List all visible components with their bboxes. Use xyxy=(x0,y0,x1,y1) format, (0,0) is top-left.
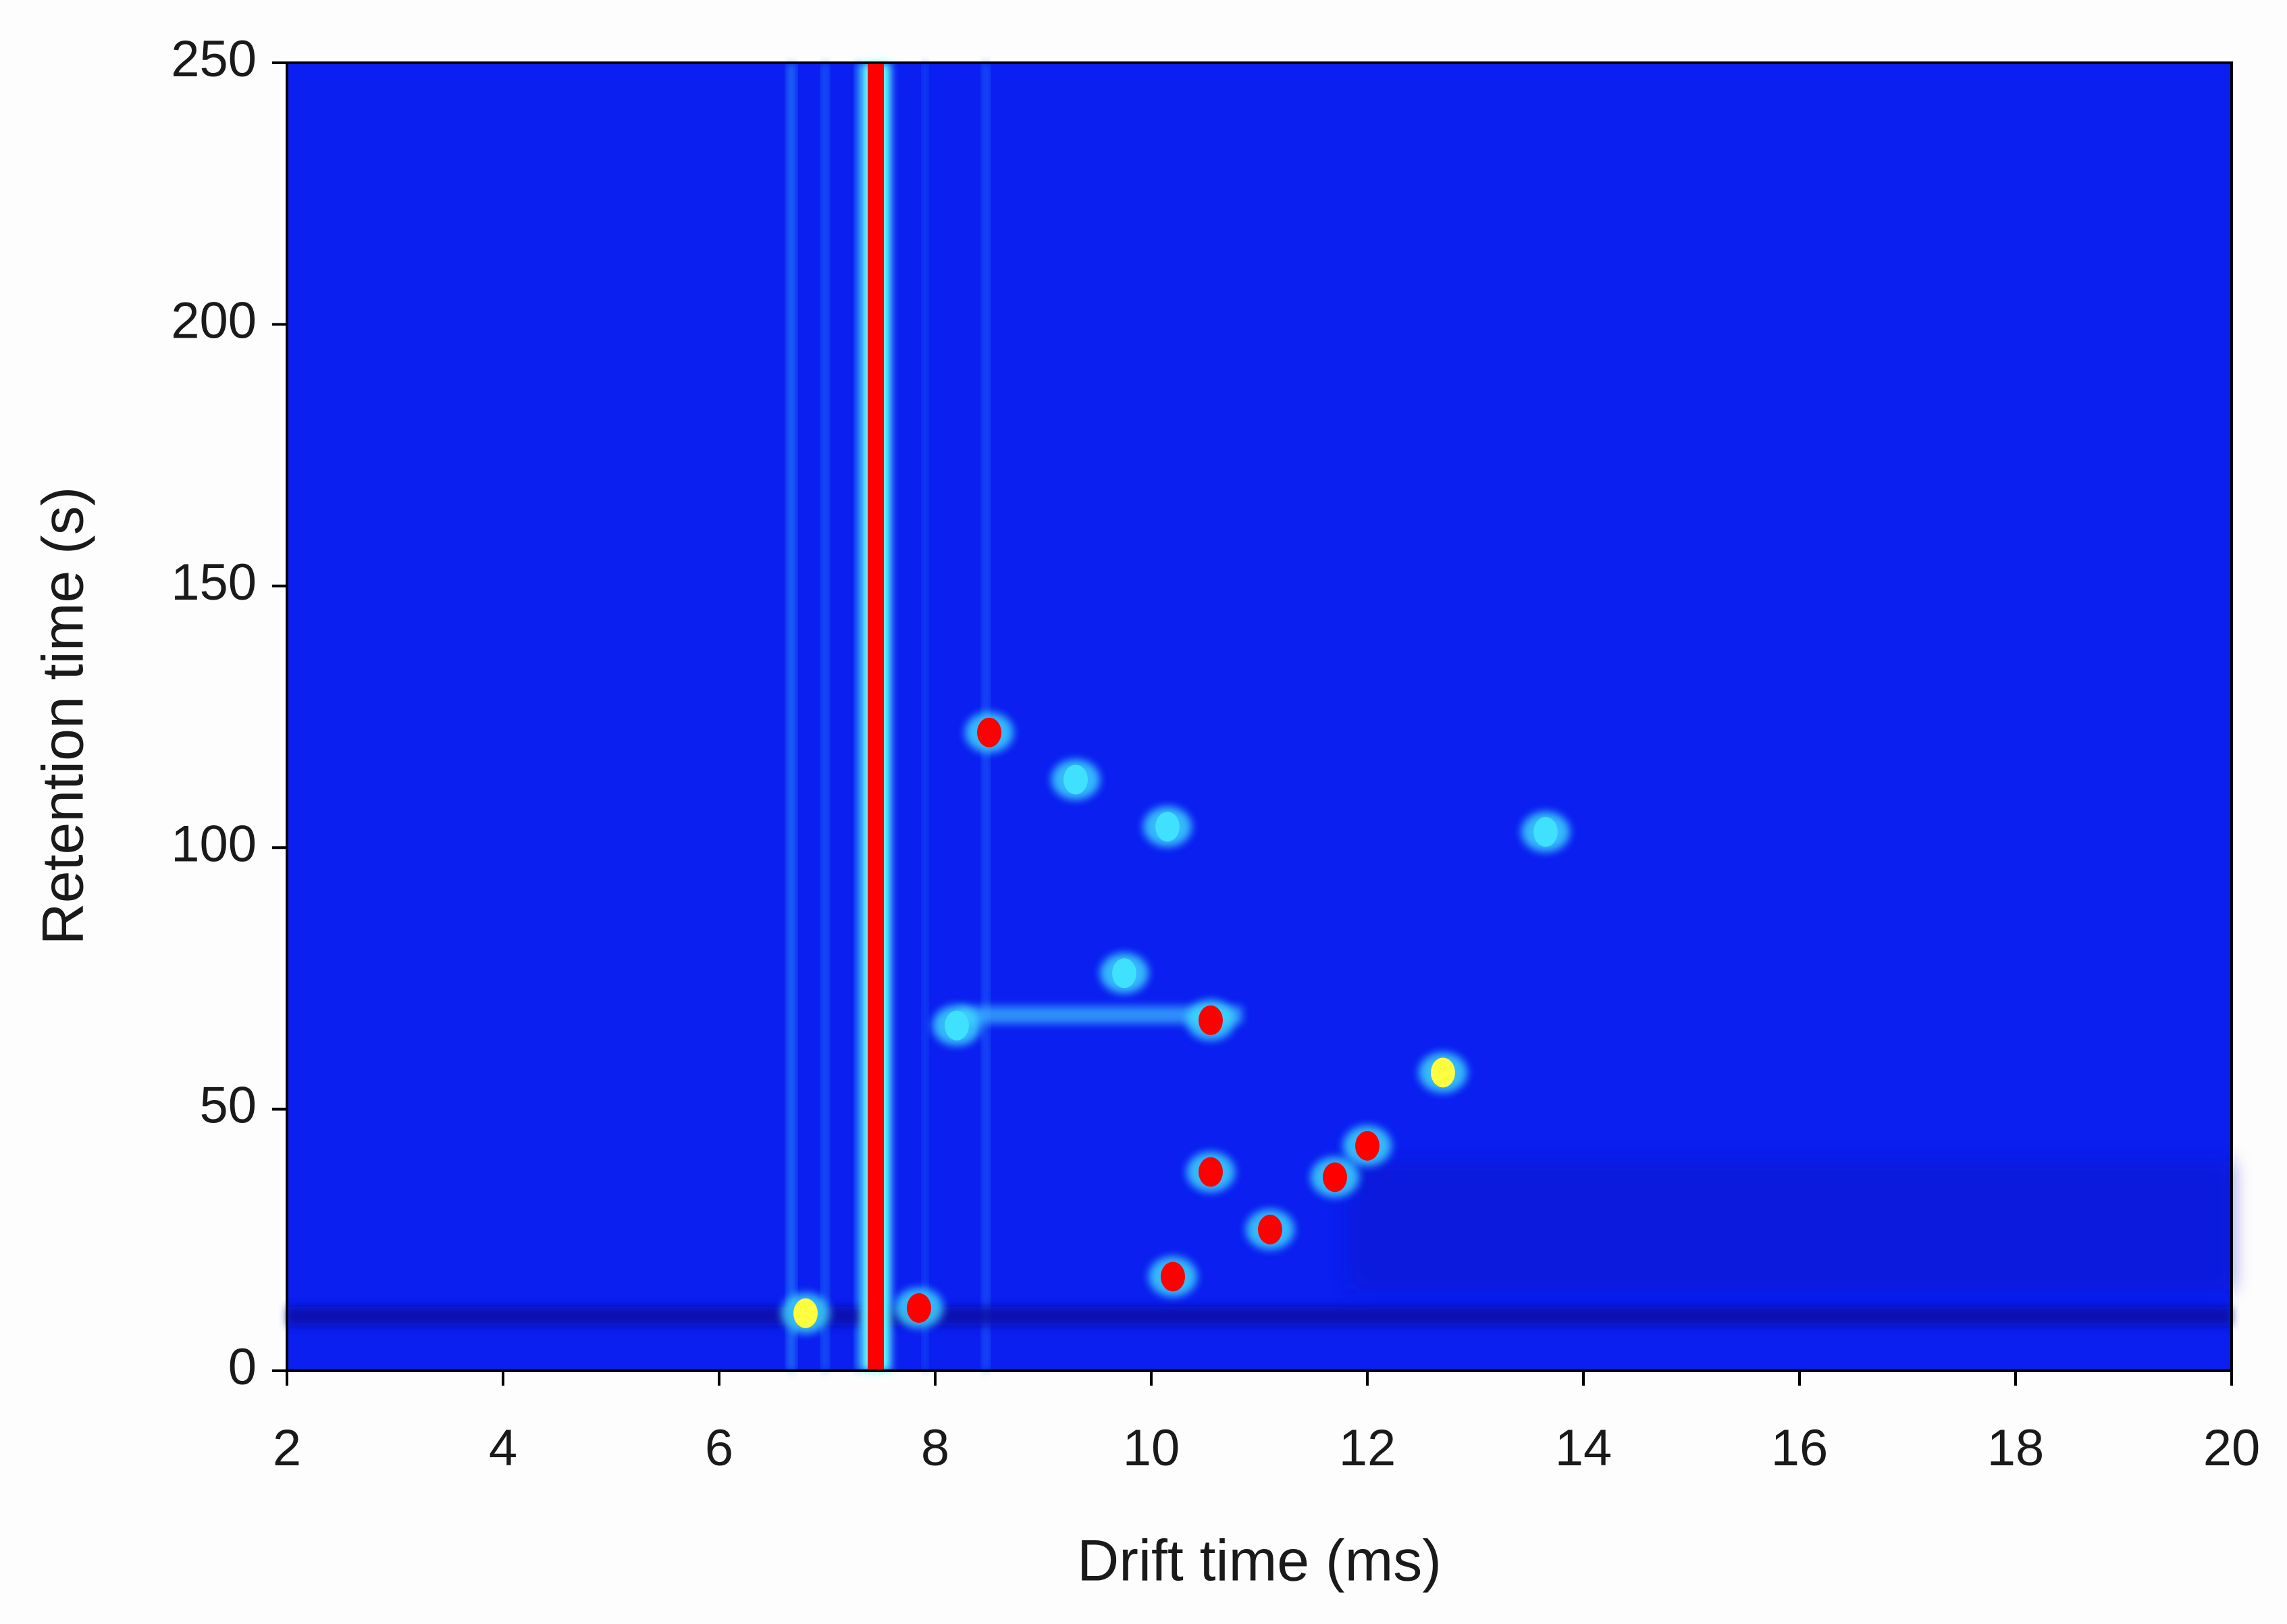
y-tick-label: 0 xyxy=(228,1338,257,1396)
dark-band xyxy=(1350,1161,2232,1290)
y-tick-label: 150 xyxy=(171,554,257,611)
x-tick-label: 4 xyxy=(489,1419,517,1477)
y-axis-title: Retention time (s) xyxy=(31,487,96,945)
streak xyxy=(788,63,795,1371)
x-tick-label: 12 xyxy=(1339,1419,1396,1477)
x-tick-label: 14 xyxy=(1555,1419,1612,1477)
heatmap-background xyxy=(287,63,2232,1371)
x-tick-label: 18 xyxy=(1987,1419,2045,1477)
y-tick-label: 100 xyxy=(171,815,257,872)
x-axis-title: Drift time (ms) xyxy=(1077,1529,1442,1594)
peak xyxy=(1199,1005,1223,1035)
x-tick-label: 6 xyxy=(705,1419,733,1477)
x-tick-label: 2 xyxy=(273,1419,301,1477)
peak xyxy=(1199,1157,1223,1187)
peak xyxy=(1155,812,1180,842)
streak xyxy=(856,63,860,1371)
peak xyxy=(977,717,1001,748)
y-tick-label: 200 xyxy=(171,292,257,349)
x-tick-label: 20 xyxy=(2203,1419,2261,1477)
peak xyxy=(1533,816,1558,847)
peak xyxy=(907,1293,931,1324)
y-tick-label: 50 xyxy=(199,1077,257,1134)
peak xyxy=(1063,764,1088,795)
peak xyxy=(945,1010,969,1041)
x-tick-label: 8 xyxy=(921,1419,949,1477)
peak xyxy=(1431,1057,1455,1088)
x-tick-label: 10 xyxy=(1123,1419,1180,1477)
streak xyxy=(923,63,927,1371)
x-tick-label: 16 xyxy=(1771,1419,1829,1477)
peak xyxy=(1323,1162,1347,1193)
plot-frame xyxy=(286,61,2233,1372)
peak xyxy=(793,1298,818,1328)
dark-band xyxy=(287,1307,2232,1326)
y-tick-label: 250 xyxy=(171,30,257,88)
plot-area xyxy=(287,63,2232,1371)
peak xyxy=(1355,1130,1379,1161)
peak xyxy=(1161,1261,1185,1292)
peak xyxy=(1258,1214,1282,1245)
streak xyxy=(822,63,828,1371)
rip-line xyxy=(868,63,884,1371)
peak xyxy=(1112,958,1136,989)
